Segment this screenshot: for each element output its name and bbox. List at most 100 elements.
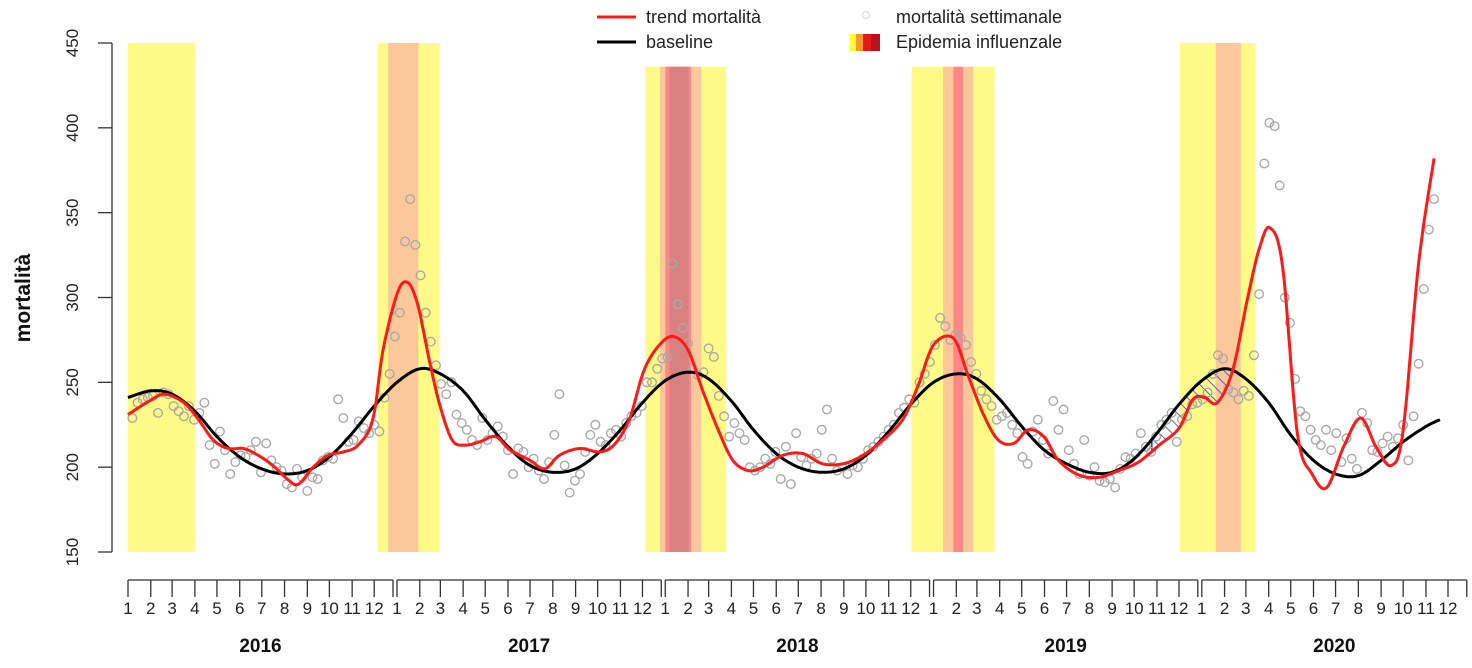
y-tick-label: 150	[63, 538, 82, 566]
weekly-mortality-point	[657, 353, 668, 364]
weekly-mortality-point	[261, 438, 272, 449]
weekly-mortality-point	[1012, 428, 1023, 439]
x-month-label: 8	[1354, 599, 1363, 618]
x-month-label: 3	[436, 599, 445, 618]
x-month-label: 11	[1148, 599, 1166, 618]
x-month-label: 10	[856, 599, 875, 618]
x-year-label: 2019	[1045, 636, 1087, 657]
weekly-mortality-point	[1099, 477, 1110, 488]
x-month-label: 8	[816, 599, 825, 618]
legend-epidemic-label: Epidemia influenzale	[896, 32, 1062, 52]
weekly-mortality-point	[1331, 428, 1342, 439]
weekly-mortality-point	[394, 307, 405, 318]
weekly-mortality-point	[1146, 446, 1157, 457]
weekly-mortality-point	[1326, 445, 1337, 456]
weekly-mortality-point	[713, 390, 724, 401]
weekly-mortality-point	[214, 426, 225, 437]
legend: trend mortalità baseline mortalità setti…	[597, 7, 1062, 52]
x-month-label: 2	[683, 599, 692, 618]
x-month-label: 6	[772, 599, 781, 618]
x-month-label: 2	[415, 599, 424, 618]
weekly-mortality-point	[549, 429, 560, 440]
x-month-label: 7	[794, 599, 803, 618]
weekly-mortality-point	[940, 321, 951, 332]
weekly-mortality-point	[981, 394, 992, 405]
weekly-mortality-point	[991, 414, 1002, 425]
weekly-mortality-point	[1295, 406, 1306, 417]
x-month-label: 11	[880, 599, 898, 618]
epidemic-band-level-1	[128, 43, 195, 552]
weekly-mortality-point	[1212, 350, 1223, 361]
x-month-label: 9	[1107, 599, 1116, 618]
legend-epidemic-swatch-2	[856, 34, 863, 51]
y-axis-label: mortalità	[12, 253, 35, 342]
x-month-label: 9	[839, 599, 848, 618]
weekly-mortality-point	[384, 368, 395, 379]
weekly-mortality-point	[930, 340, 941, 351]
weekly-mortality-point	[595, 436, 606, 447]
x-month-label: 11	[343, 599, 361, 618]
weekly-mortality-point	[415, 270, 426, 281]
weekly-mortality-point	[554, 389, 565, 400]
weekly-mortality-point	[616, 431, 627, 442]
weekly-mortality-point	[127, 413, 138, 424]
weekly-mortality-point	[539, 474, 550, 485]
x-month-label: 1	[1197, 599, 1206, 618]
x-month-label: 5	[480, 599, 489, 618]
y-tick-label: 350	[63, 198, 82, 226]
epidemic-band-level-2	[1215, 43, 1241, 552]
x-month-label: 10	[320, 599, 339, 618]
weekly-mortality-point	[585, 429, 596, 440]
x-month-label: 4	[727, 599, 736, 618]
weekly-mortality-point	[1120, 452, 1131, 463]
x-month-label: 12	[1170, 599, 1189, 618]
weekly-mortality-point	[173, 406, 184, 417]
x-month-label: 11	[1417, 599, 1435, 618]
weekly-mortality-point	[1320, 424, 1331, 435]
x-month-label: 8	[1085, 599, 1094, 618]
weekly-mortality-point	[1418, 284, 1429, 295]
x-year-label: 2017	[508, 636, 550, 657]
weekly-mortality-point	[400, 236, 411, 247]
weekly-mortality-point	[1161, 414, 1172, 425]
weekly-mortality-point	[441, 389, 452, 400]
weekly-mortality-point	[822, 404, 833, 415]
weekly-mortality-point	[1048, 396, 1059, 407]
x-month-label: 2	[952, 599, 961, 618]
y-tick-label: 250	[63, 368, 82, 396]
weekly-mortality-point	[338, 413, 349, 424]
weekly-mortality-point	[153, 407, 164, 418]
weekly-mortality-point	[1284, 317, 1295, 328]
weekly-mortality-point	[410, 239, 421, 250]
epidemic-bands	[128, 43, 1256, 553]
weekly-mortality-point	[1079, 435, 1090, 446]
trend-mortality-line	[127, 158, 1436, 491]
epidemic-band-level-4	[669, 66, 689, 553]
x-month-label: 10	[588, 599, 607, 618]
weekly-mortality-point	[1377, 438, 1388, 449]
weekly-mortality-point	[641, 377, 652, 388]
weekly-mortality-point	[739, 435, 750, 446]
legend-epidemic-swatch-1	[850, 34, 856, 51]
weekly-mortality-point	[569, 475, 580, 486]
y-tick-label: 450	[63, 29, 82, 57]
weekly-mortality-point	[1305, 424, 1316, 435]
weekly-mortality-point	[250, 436, 261, 447]
weekly-mortality-point	[451, 409, 462, 420]
weekly-mortality-point	[302, 485, 313, 496]
x-month-label: 6	[1309, 599, 1318, 618]
weekly-mortality-point	[1310, 435, 1321, 446]
weekly-mortality-point	[1022, 458, 1033, 469]
legend-trend-label: trend mortalità	[646, 7, 762, 27]
weekly-mortality-point	[1171, 436, 1182, 447]
x-month-label: 10	[1394, 599, 1413, 618]
weekly-mortality-point	[986, 401, 997, 412]
weekly-mortality-point	[1408, 411, 1419, 422]
weekly-mortality-point	[827, 453, 838, 464]
weekly-mortality-point	[1058, 404, 1069, 415]
weekly-mortality-point	[672, 299, 683, 310]
baseline-line	[127, 366, 1441, 479]
x-month-label: 1	[661, 599, 670, 618]
x-month-label: 9	[1376, 599, 1385, 618]
weekly-mortality-point	[271, 462, 282, 473]
